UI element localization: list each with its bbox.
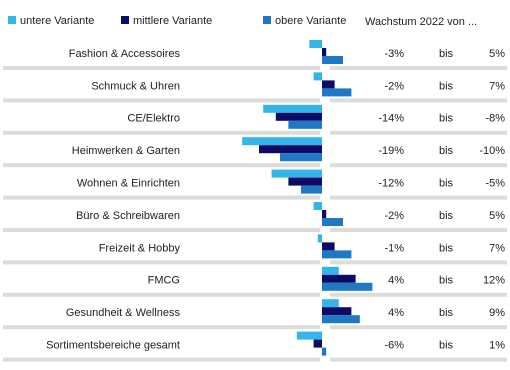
bar [301,185,322,194]
row-band [3,98,320,103]
bar [322,282,373,291]
range-connector: bis [439,80,454,92]
bar [317,234,322,243]
category-label: Heimwerken & Garten [72,145,180,157]
bar [275,112,322,121]
range-high: -5% [485,178,505,190]
range-high: -8% [485,113,505,125]
range-high: 1% [489,340,505,352]
range-low: -6% [384,340,404,352]
bar [322,347,327,356]
legend-label: obere Variante [275,15,346,27]
row-band [330,195,507,200]
range-low: -2% [384,80,404,92]
range-low: -2% [384,210,404,222]
legend-label: untere Variante [20,15,94,27]
range-low: -3% [384,48,404,60]
bar [322,315,360,324]
category-label: Gesundheit & Wellness [66,307,181,319]
bar [322,250,352,259]
bar [322,80,335,89]
range-low: 4% [388,275,404,287]
category-label: FMCG [148,275,180,287]
row-band [330,163,507,168]
range-connector: bis [439,275,454,287]
bar [322,274,356,283]
range-connector: bis [439,145,454,157]
bar [242,137,322,146]
range-connector: bis [439,307,454,319]
category-label: Wohnen & Einrichten [77,178,180,190]
bar [288,120,322,129]
bar [296,331,322,340]
range-high: 7% [489,242,505,254]
range-low: -19% [378,145,404,157]
range-high: 5% [489,48,505,60]
range-connector: bis [439,340,454,352]
range-connector: bis [439,48,454,60]
bar [322,48,327,56]
bar [322,307,352,316]
legend-swatch [263,16,271,24]
range-high: 5% [489,210,505,222]
category-label: Freizeit & Hobby [99,242,181,254]
legend-swatch [8,16,16,24]
bar [280,153,322,162]
row-band [330,292,507,297]
row-band [330,66,507,70]
bar [271,169,322,178]
bar [313,202,322,210]
range-low: 4% [388,307,404,319]
bar [322,218,343,226]
range-high: -10% [479,145,505,157]
range-high: 9% [489,307,505,319]
bar [322,88,352,97]
bar [322,210,327,218]
bar [288,177,322,186]
row-band [330,228,507,232]
bar [309,40,322,48]
row-band [330,260,507,265]
row-band [3,66,320,70]
range-connector: bis [439,210,454,222]
column-header: Wachstum 2022 von ... [365,16,477,28]
range-high: 7% [489,80,505,92]
row-band [330,357,507,362]
row-band [3,228,320,232]
row-band [3,195,320,200]
bar [263,104,322,113]
legend-label: mittlere Variante [133,15,212,27]
row-band [3,325,320,330]
category-label: Schmuck & Uhren [91,80,180,92]
bar [322,266,339,275]
row-band [330,325,507,330]
row-band [3,292,320,297]
row-band [3,163,320,168]
bar [313,339,322,348]
bar [322,299,339,308]
row-band [3,130,320,135]
range-connector: bis [439,242,454,254]
category-label: Sortimentsbereiche gesamt [46,340,180,352]
row-band [3,357,320,362]
bar [322,56,343,64]
category-label: CE/Elektro [127,113,180,125]
bar [313,72,322,81]
bar [322,242,335,251]
range-high: 12% [483,275,505,287]
row-band [330,130,507,135]
range-connector: bis [439,178,454,190]
category-label: Büro & Schreibwaren [76,210,180,222]
range-connector: bis [439,113,454,125]
row-band [330,98,507,103]
range-low: -12% [378,178,404,190]
bar [259,145,322,154]
legend-swatch [121,16,129,24]
range-low: -14% [378,113,404,125]
row-band [3,260,320,265]
range-low: -1% [384,242,404,254]
category-label: Fashion & Accessoires [69,48,181,60]
